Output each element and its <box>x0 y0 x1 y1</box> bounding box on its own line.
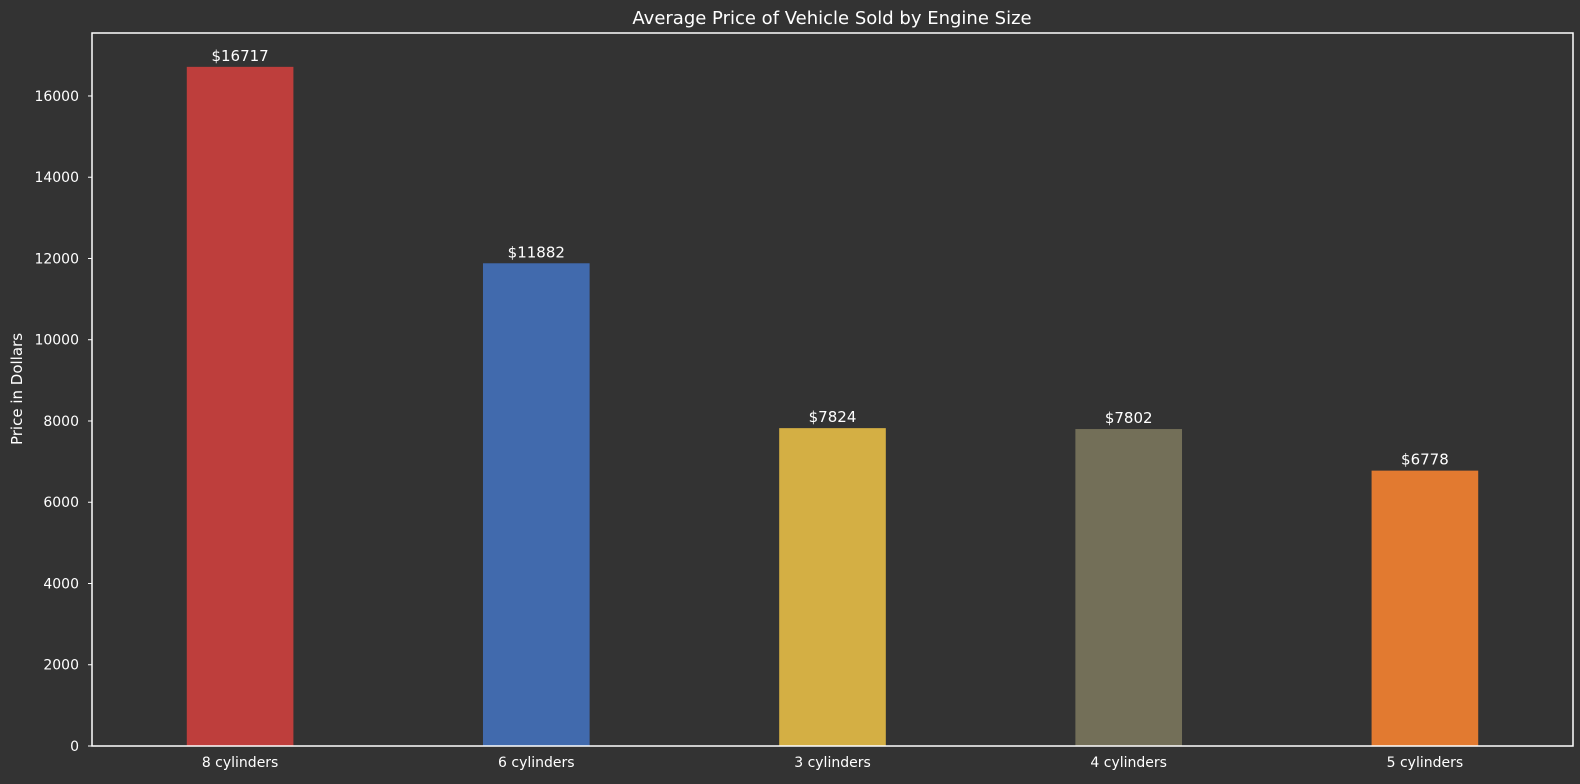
y-axis-label: Price in Dollars <box>8 333 26 445</box>
data-label: $6778 <box>1401 451 1449 469</box>
y-axis-ticks: 0 2000 4000 6000 8000 10000 12000 14000 16000 <box>34 89 92 755</box>
y-tick-label: 6000 <box>43 495 79 511</box>
y-tick-label: 12000 <box>34 251 79 267</box>
x-tick-label: 4 cylinders <box>1090 755 1167 771</box>
y-tick-label: 10000 <box>34 333 79 349</box>
bar-3-cylinders <box>779 428 886 746</box>
data-label: $16717 <box>211 47 268 65</box>
x-tick-label: 8 cylinders <box>202 755 279 771</box>
bar-5-cylinders <box>1371 470 1479 746</box>
x-tick-label: 5 cylinders <box>1387 755 1464 771</box>
bar-6-cylinders <box>482 263 590 746</box>
x-tick-label: 6 cylinders <box>498 755 575 771</box>
y-tick-label: 2000 <box>43 658 79 674</box>
data-label: $7824 <box>809 408 857 426</box>
y-tick-label: 16000 <box>34 89 79 105</box>
y-tick-label: 8000 <box>43 414 79 430</box>
data-labels-group: $16717 $11882 $7824 $7802 $6778 <box>211 47 1448 469</box>
bars-group <box>186 66 1479 747</box>
x-tick-label: 3 cylinders <box>794 755 871 771</box>
y-tick-label: 0 <box>70 739 79 755</box>
data-label: $11882 <box>508 243 565 261</box>
bar-4-cylinders <box>1075 429 1183 746</box>
bar-8-cylinders <box>186 66 294 747</box>
y-tick-label: 4000 <box>43 576 79 592</box>
chart-title: Average Price of Vehicle Sold by Engine … <box>632 8 1031 29</box>
data-label: $7802 <box>1105 409 1153 427</box>
x-axis-ticks: 8 cylinders 6 cylinders 3 cylinders 4 cylin… <box>202 755 1463 771</box>
plot-frame <box>91 32 1574 747</box>
y-tick-label: 14000 <box>34 170 79 186</box>
